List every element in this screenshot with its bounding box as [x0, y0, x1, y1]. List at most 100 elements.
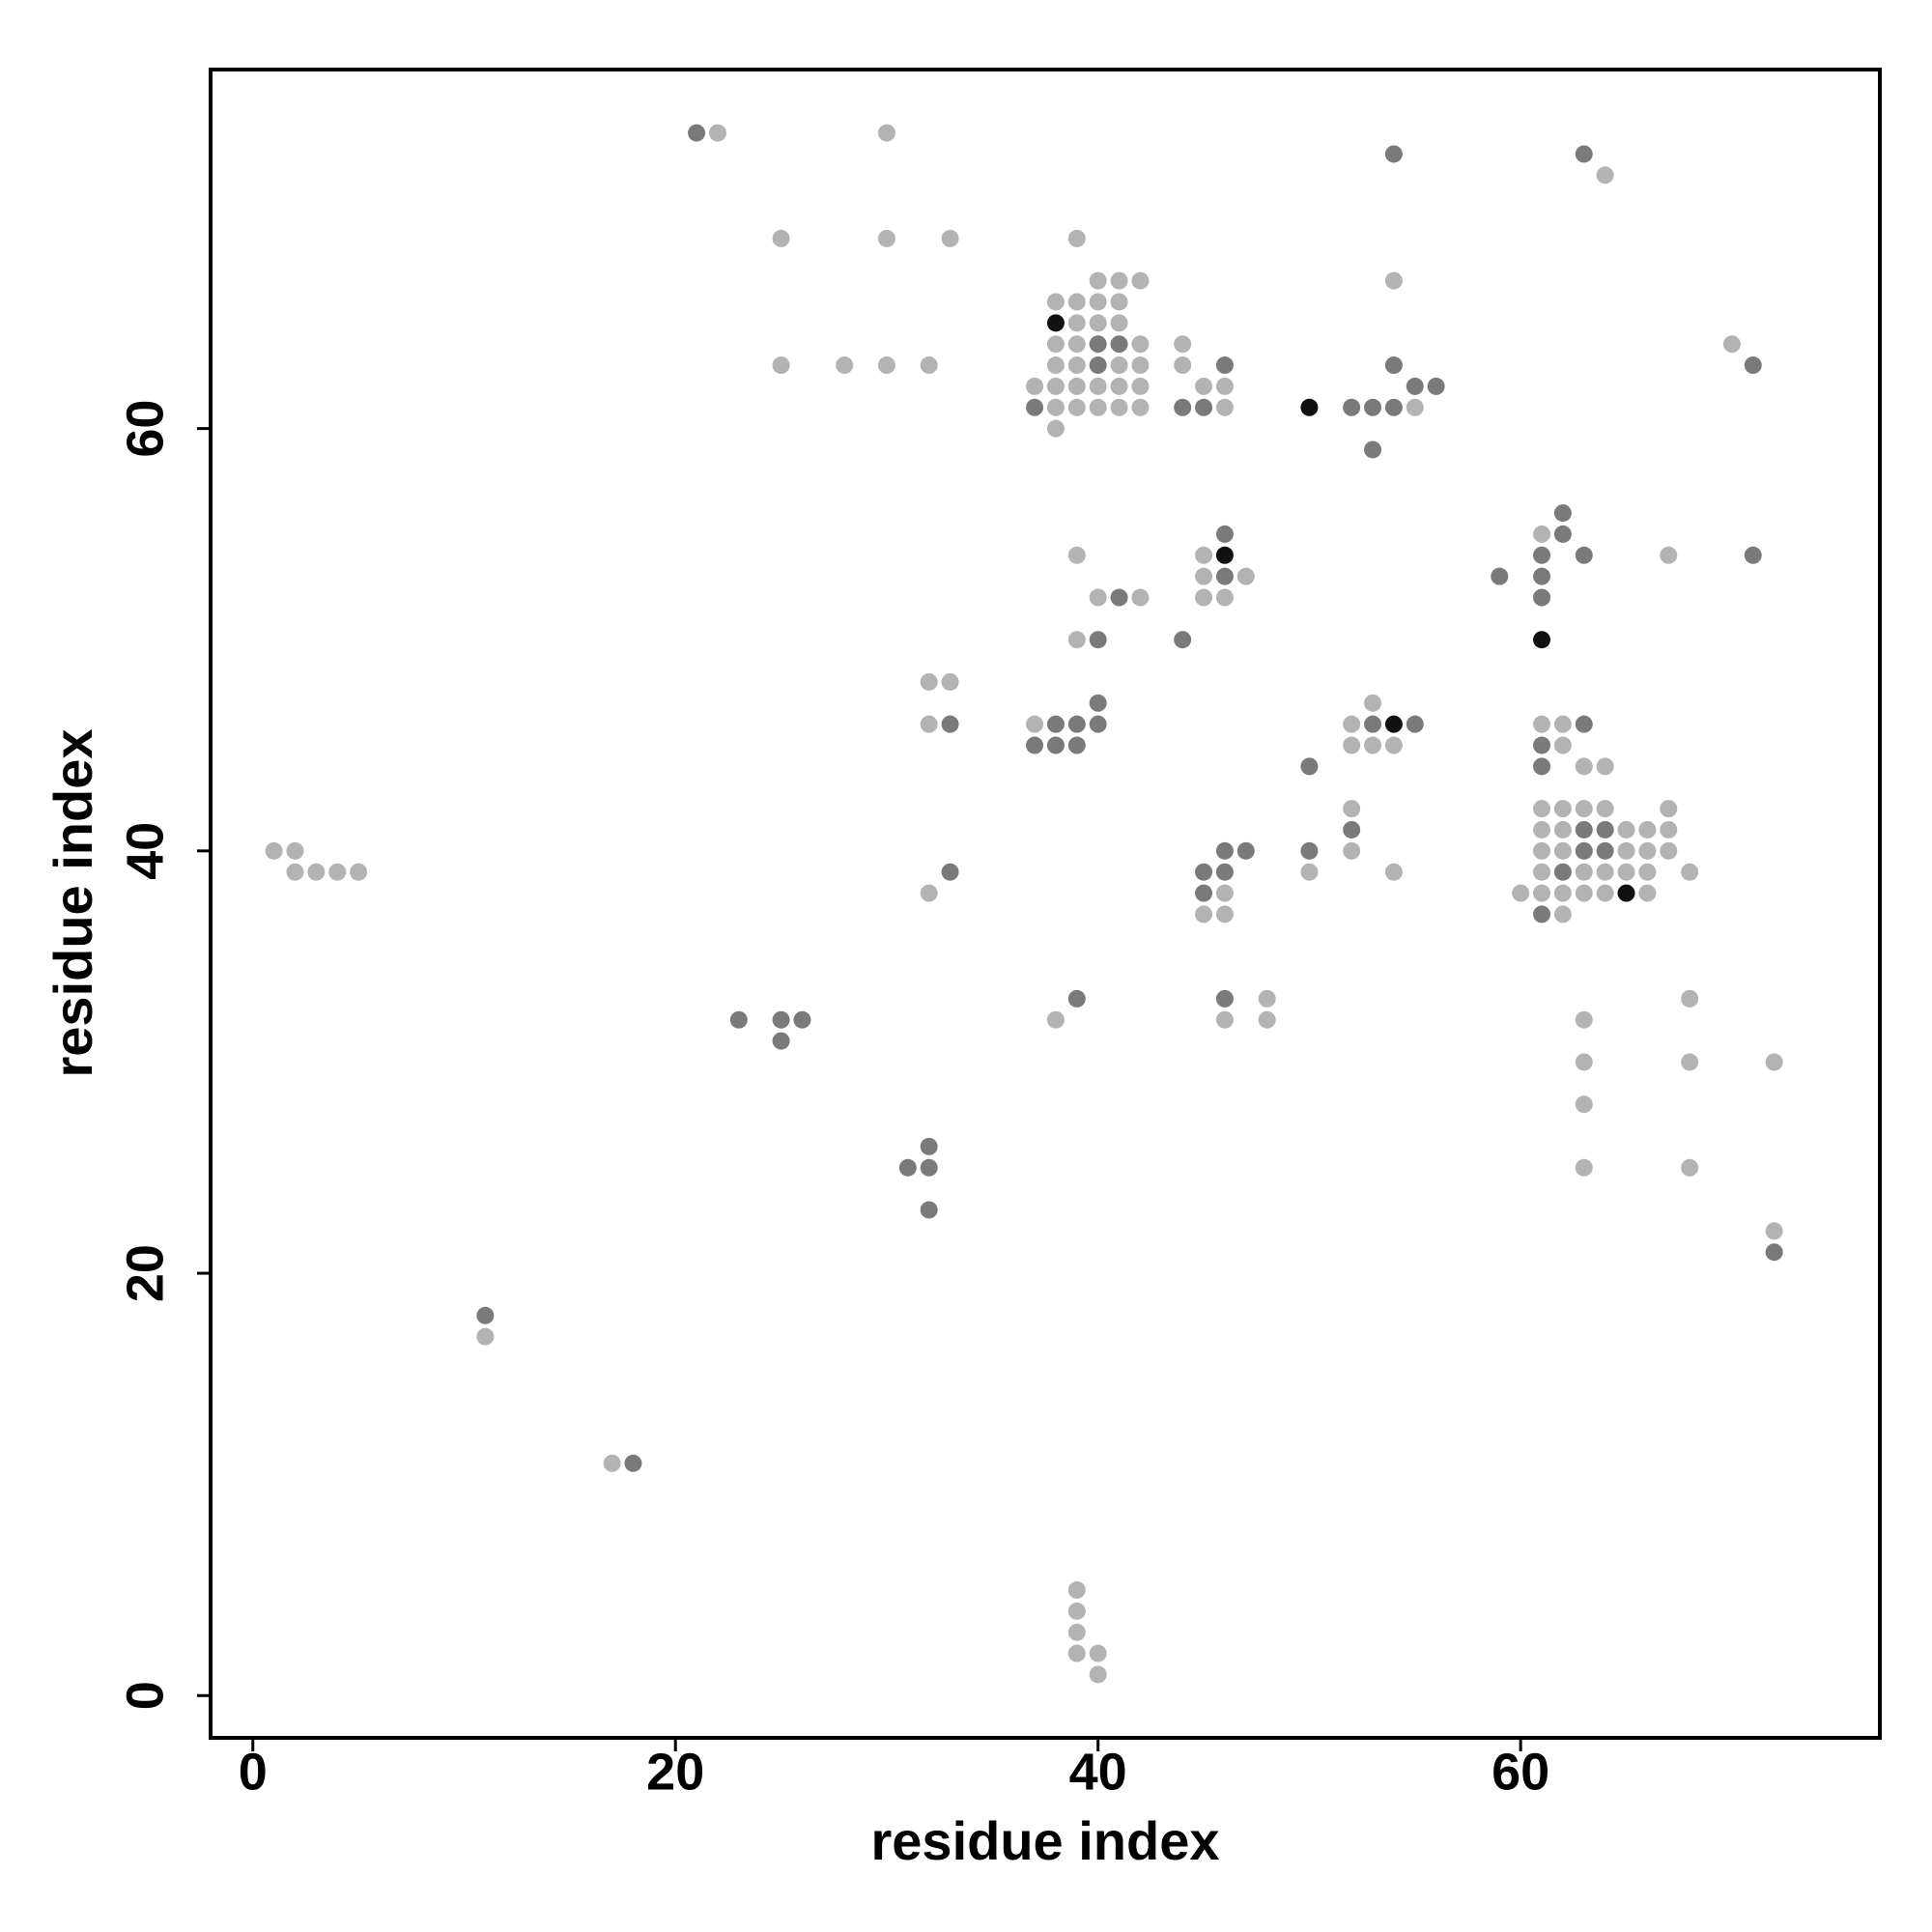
point	[1131, 335, 1150, 354]
point	[1046, 398, 1065, 416]
point	[1067, 1623, 1086, 1641]
point	[624, 1454, 642, 1472]
point	[1089, 356, 1107, 375]
point	[708, 124, 726, 142]
point	[1638, 841, 1657, 860]
point	[1110, 398, 1128, 416]
point	[941, 863, 959, 881]
point	[1110, 314, 1128, 332]
point	[1681, 863, 1699, 881]
point	[1681, 1053, 1699, 1071]
point	[1364, 440, 1382, 459]
point	[1364, 694, 1382, 712]
point	[920, 715, 938, 733]
point	[1638, 863, 1657, 881]
point	[1046, 715, 1065, 733]
point	[941, 672, 959, 691]
point	[1089, 398, 1107, 416]
point	[1215, 588, 1234, 607]
point	[1089, 1665, 1107, 1684]
plot-frame	[209, 68, 1882, 1740]
point	[793, 1010, 811, 1029]
point	[1384, 863, 1403, 881]
point	[1131, 377, 1150, 395]
point	[1596, 166, 1614, 185]
point	[1215, 356, 1234, 375]
point	[772, 1032, 790, 1050]
point	[1089, 271, 1107, 290]
point	[1258, 1010, 1276, 1029]
point	[1067, 335, 1086, 354]
point	[1575, 546, 1593, 564]
point	[476, 1306, 495, 1324]
point	[1343, 398, 1361, 416]
point	[1553, 800, 1572, 818]
point	[1765, 1222, 1783, 1240]
point	[1215, 841, 1234, 860]
point	[1046, 293, 1065, 311]
point	[1364, 736, 1382, 754]
point	[1575, 841, 1593, 860]
point	[920, 672, 938, 691]
point	[836, 356, 854, 375]
point	[1046, 356, 1065, 375]
point	[1046, 314, 1065, 332]
point	[1384, 271, 1403, 290]
point	[1215, 1010, 1234, 1029]
point	[1067, 715, 1086, 733]
point	[941, 229, 959, 247]
point	[1553, 525, 1572, 543]
point	[1722, 335, 1741, 354]
point	[1533, 884, 1551, 902]
point	[1512, 884, 1530, 902]
point	[1067, 1602, 1086, 1620]
point	[1067, 989, 1086, 1008]
x-tick-label: 20	[646, 1743, 704, 1801]
point	[1638, 820, 1657, 838]
point	[1110, 377, 1128, 395]
point	[1174, 631, 1192, 649]
point	[476, 1327, 495, 1346]
point	[1681, 1158, 1699, 1177]
point	[1553, 504, 1572, 523]
point	[1343, 841, 1361, 860]
point	[877, 229, 895, 247]
point	[920, 356, 938, 375]
point	[1384, 398, 1403, 416]
point	[1131, 271, 1150, 290]
point	[1067, 377, 1086, 395]
point	[1046, 377, 1065, 395]
y-tick-label: 0	[116, 1681, 174, 1710]
point	[920, 1201, 938, 1219]
point	[1533, 905, 1551, 923]
point	[1089, 314, 1107, 332]
point	[877, 124, 895, 142]
point	[1174, 335, 1192, 354]
point	[1343, 800, 1361, 818]
point	[1046, 335, 1065, 354]
point	[1575, 863, 1593, 881]
y-tick-label: 20	[116, 1244, 174, 1302]
point	[1575, 884, 1593, 902]
point	[729, 1010, 748, 1029]
point	[1533, 588, 1551, 607]
point	[328, 863, 347, 881]
point	[1406, 715, 1424, 733]
point	[1533, 820, 1551, 838]
point	[307, 863, 326, 881]
point	[1089, 1644, 1107, 1662]
point	[1067, 1644, 1086, 1662]
point	[1638, 884, 1657, 902]
point	[1596, 863, 1614, 881]
point	[1617, 884, 1635, 902]
point	[1089, 293, 1107, 311]
point	[772, 229, 790, 247]
point	[1067, 736, 1086, 754]
point	[1533, 863, 1551, 881]
point	[1384, 715, 1403, 733]
point	[1533, 631, 1551, 649]
point	[688, 124, 706, 142]
point	[1553, 841, 1572, 860]
point	[1174, 356, 1192, 375]
